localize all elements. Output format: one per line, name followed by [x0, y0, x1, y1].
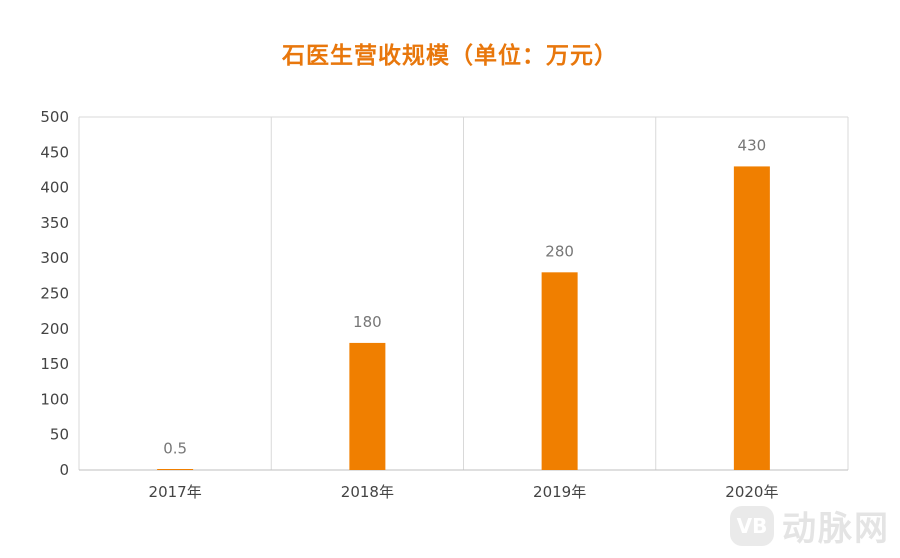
- chart-title: 石医生营收规模（单位：万元）: [282, 43, 618, 69]
- y-tick-label: 50: [50, 426, 69, 444]
- watermark-logo: VB 动脉网: [730, 501, 890, 550]
- x-category-label: 2020年: [725, 483, 778, 501]
- y-tick-label: 250: [40, 285, 69, 303]
- watermark-badge: VB: [730, 505, 774, 546]
- y-tick-label: 500: [40, 108, 69, 126]
- x-category-label: 2017年: [149, 483, 202, 501]
- x-category-label: 2019年: [533, 483, 586, 501]
- data-label: 280: [545, 242, 574, 260]
- data-label: 0.5: [163, 440, 187, 458]
- data-label: 430: [738, 136, 767, 154]
- y-tick-label: 100: [40, 390, 69, 408]
- watermark-text: 动脉网: [782, 509, 890, 549]
- y-tick-label: 0: [59, 461, 69, 479]
- y-tick-label: 400: [40, 179, 69, 197]
- bar: [349, 342, 386, 470]
- bar: [157, 469, 194, 470]
- x-category-label: 2018年: [341, 483, 394, 501]
- y-tick-label: 200: [40, 320, 69, 338]
- data-label: 180: [353, 313, 382, 331]
- y-tick-label: 450: [40, 143, 69, 161]
- y-tick-label: 350: [40, 214, 69, 232]
- y-tick-label: 150: [40, 355, 69, 373]
- y-tick-label: 300: [40, 249, 69, 267]
- bar: [541, 272, 578, 470]
- bar: [733, 166, 770, 471]
